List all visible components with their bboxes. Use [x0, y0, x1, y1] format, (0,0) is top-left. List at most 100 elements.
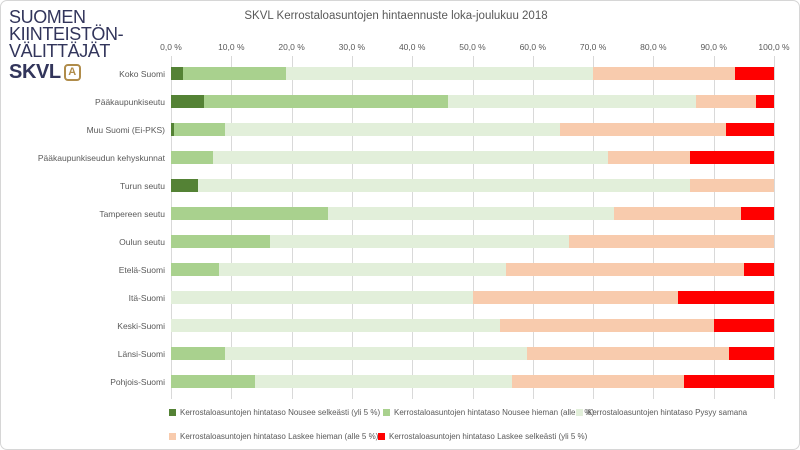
category-label: Länsi-Suomi [117, 348, 165, 359]
x-tick-label: 80,0 % [640, 42, 667, 52]
bar-row: Pohjois-Suomi [1, 368, 799, 396]
bar-segment [171, 67, 184, 80]
bar-segment [695, 95, 756, 108]
gridline [472, 56, 474, 399]
bar-segment [171, 347, 226, 360]
category-label: Pääkaupunkiseutu [95, 96, 165, 107]
bar-segment [171, 291, 473, 304]
bar-row: Koko Suomi [1, 60, 799, 88]
stacked-bar [171, 179, 774, 192]
skvl-logo: SUOMEN KIINTEISTÖN- VÄLITTÄJÄT SKVL A [9, 7, 124, 84]
bar-segment [270, 235, 569, 248]
bar-segment [327, 207, 615, 220]
bar-segment [174, 123, 226, 136]
bar-segment [225, 347, 527, 360]
bar-segment [505, 263, 744, 276]
bar-segment [219, 263, 506, 276]
bar-segment [171, 179, 199, 192]
bar-row: Länsi-Suomi [1, 340, 799, 368]
bar-segment [511, 375, 684, 388]
x-tick-label: 60,0 % [519, 42, 547, 52]
bar-segment [171, 207, 328, 220]
category-label: Turun seutu [119, 180, 165, 191]
stacked-bar [171, 151, 774, 164]
x-tick-label: 10,0 % [218, 42, 245, 52]
category-label: Oulun seutu [119, 236, 165, 247]
gridline [171, 56, 172, 399]
x-tick-label: 30,0 % [338, 42, 366, 52]
category-label: Itä-Suomi [128, 292, 165, 303]
legend-label: Kerrostaloasuntojen hintataso Laskee hie… [180, 432, 379, 441]
bar-segment [608, 151, 690, 164]
logo-text-line-1: SUOMEN [9, 7, 86, 27]
bar-segment [171, 319, 500, 332]
legend-item: Kerrostaloasuntojen hintataso Laskee sel… [378, 432, 587, 441]
legend-swatch-icon [576, 409, 583, 416]
bar-row: Pääkaupunkiseutu [1, 88, 799, 116]
stacked-bar [171, 235, 774, 248]
bar-segment [740, 207, 774, 220]
legend-swatch-icon [383, 409, 390, 416]
bar-segment [677, 291, 774, 304]
bar-segment [593, 67, 735, 80]
stacked-bar [171, 67, 774, 80]
category-label: Keski-Suomi [117, 320, 165, 331]
stacked-bar [171, 263, 774, 276]
gridline [774, 56, 775, 399]
bar-segment [568, 235, 774, 248]
x-tick-label: 70,0 % [579, 42, 607, 52]
bar-segment [255, 375, 512, 388]
category-label: Koko Suomi [119, 68, 165, 79]
bar-segment [183, 67, 286, 80]
gridline [593, 56, 595, 399]
stacked-bar [171, 347, 774, 360]
gridline [412, 56, 414, 399]
stacked-bar [171, 319, 774, 332]
bar-segment [734, 67, 774, 80]
logo-brand-row: SKVL A [9, 61, 123, 84]
legend-label: Kerrostaloasuntojen hintataso Laskee sel… [389, 432, 588, 441]
bar-segment [171, 151, 214, 164]
gridline [291, 56, 293, 399]
bar-segment [526, 347, 729, 360]
x-tick-label: 20,0 % [278, 42, 305, 52]
logo-brand-text: SKVL [9, 61, 61, 83]
bar-row: Turun seutu [1, 172, 799, 200]
legend-item: Kerrostaloasuntojen hintataso Laskee hie… [169, 432, 378, 441]
bar-segment [559, 123, 726, 136]
bar-segment [713, 319, 774, 332]
gridline [713, 56, 715, 399]
bar-segment [285, 67, 594, 80]
bar-segment [689, 179, 774, 192]
legend-swatch-icon [378, 433, 385, 440]
bar-segment [725, 123, 774, 136]
category-label: Pohjois-Suomi [110, 376, 165, 387]
stacked-bar [171, 123, 774, 136]
bar-row: Oulun seutu [1, 228, 799, 256]
gridline [532, 56, 534, 399]
bar-row: Itä-Suomi [1, 284, 799, 312]
stacked-bar [171, 291, 774, 304]
stacked-bar [171, 207, 774, 220]
bar-segment [448, 95, 696, 108]
legend-label: Kerrostaloasuntojen hintataso Nousee hie… [394, 408, 595, 417]
logo-text-line-2: KIINTEISTÖN- [9, 24, 124, 44]
skvl-house-a-icon: A [63, 64, 81, 81]
bar-segment [198, 179, 690, 192]
bar-segment [472, 291, 678, 304]
bar-segment [204, 95, 449, 108]
bar-row: Pääkaupunkiseudun kehyskunnat [1, 144, 799, 172]
bar-segment [171, 95, 205, 108]
legend-item: Kerrostaloasuntojen hintataso Pysyy sama… [576, 408, 747, 417]
bar-segment [728, 347, 774, 360]
bar-row: Keski-Suomi [1, 312, 799, 340]
x-tick-label: 0,0 % [160, 42, 182, 52]
stacked-bar [171, 375, 774, 388]
bar-segment [171, 263, 220, 276]
legend-item: Kerrostaloasuntojen hintataso Nousee sel… [169, 408, 380, 417]
stacked-bar [171, 95, 774, 108]
bar-segment [171, 123, 174, 136]
legend-swatch-icon [169, 409, 176, 416]
bar-segment [689, 151, 774, 164]
